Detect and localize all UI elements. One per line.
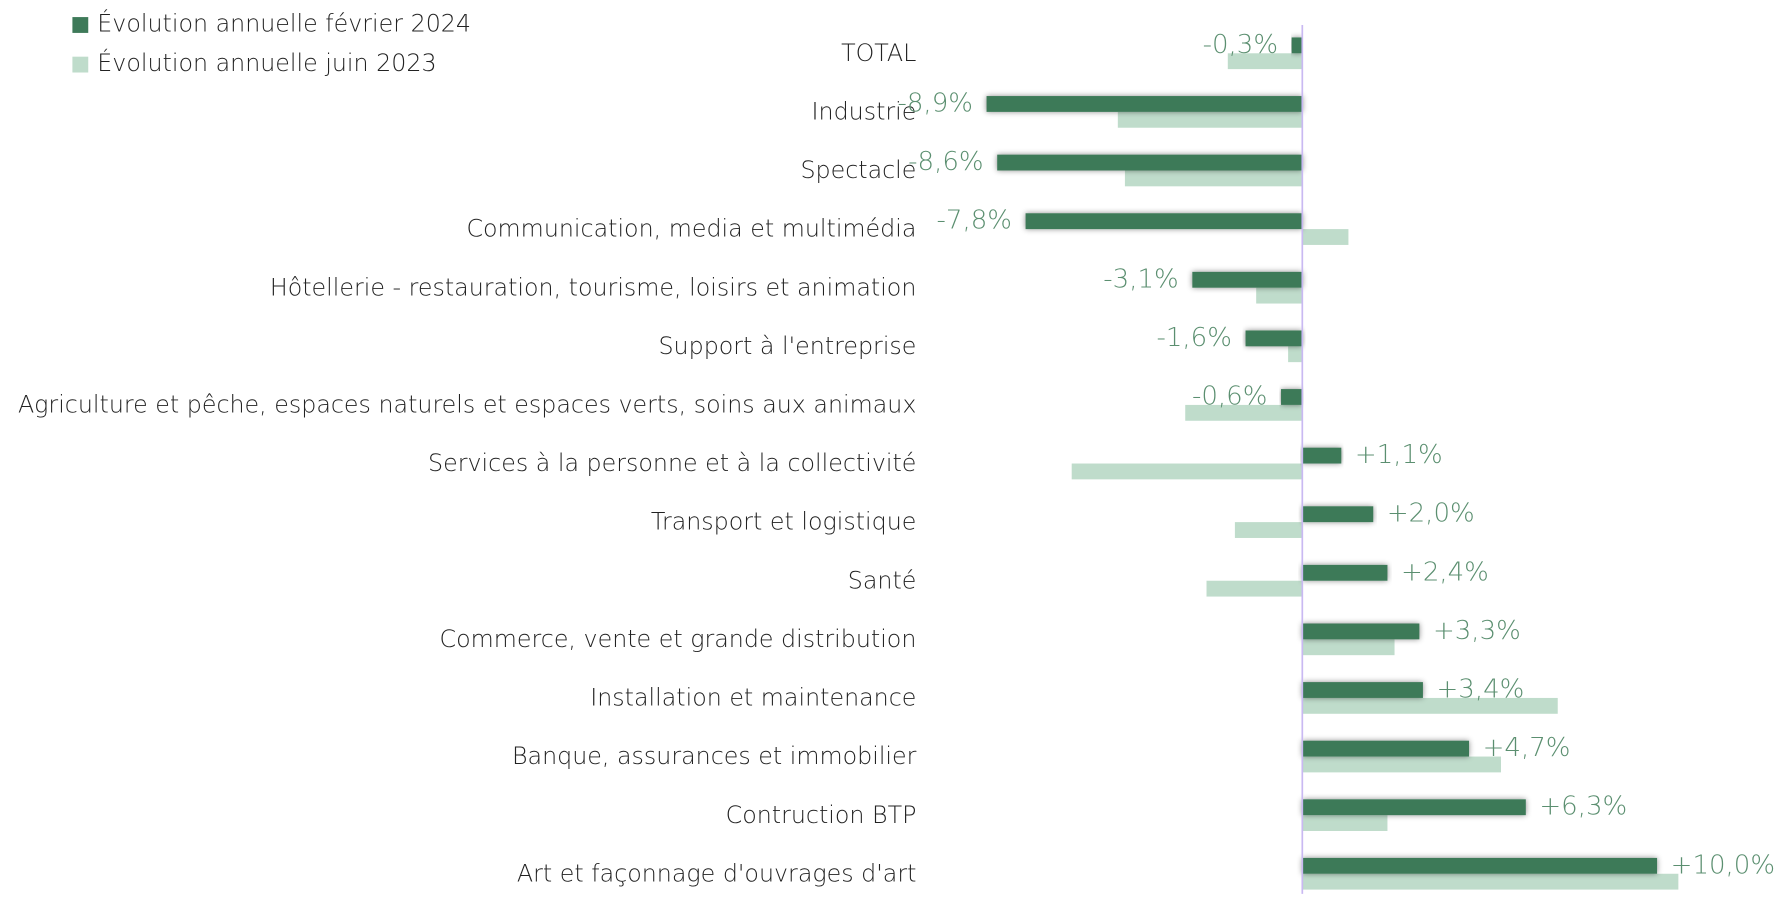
legend-swatch bbox=[72, 17, 89, 33]
bar bbox=[1302, 623, 1420, 640]
value-label: +2,4% bbox=[1401, 557, 1489, 587]
bar bbox=[1302, 799, 1526, 816]
category-label: Commerce, vente et grande distribution bbox=[440, 625, 917, 653]
category-label: TOTAL bbox=[841, 39, 916, 67]
bar bbox=[1302, 873, 1679, 890]
value-label: +4,7% bbox=[1483, 733, 1571, 763]
bar bbox=[1281, 389, 1303, 405]
category-label: Banque, assurances et immobilier bbox=[512, 742, 917, 770]
legend-label: Évolution annuelle juin 2023 bbox=[97, 49, 436, 77]
bar bbox=[1302, 756, 1501, 773]
bar bbox=[1245, 330, 1303, 347]
legend-swatch bbox=[72, 56, 89, 73]
bar bbox=[997, 154, 1303, 171]
category-label: Services à la personne et à la collectiv… bbox=[428, 449, 916, 477]
value-label: -8,9% bbox=[897, 88, 972, 118]
category-label: Support à l'entreprise bbox=[658, 332, 916, 360]
category-label: Santé bbox=[848, 566, 917, 594]
value-label: +6,3% bbox=[1539, 792, 1627, 822]
value-label: +1,1% bbox=[1355, 440, 1443, 470]
bar bbox=[1288, 346, 1303, 363]
bar bbox=[1302, 697, 1558, 714]
value-label: +10,0% bbox=[1671, 850, 1774, 880]
bar bbox=[1234, 522, 1303, 538]
value-label: +3,4% bbox=[1437, 675, 1525, 705]
category-label: Hôtellerie - restauration, tourisme, loi… bbox=[270, 273, 917, 301]
legend-label: Évolution annuelle février 2024 bbox=[97, 9, 471, 37]
bar bbox=[1227, 53, 1303, 70]
value-label: -3,1% bbox=[1103, 264, 1178, 294]
bar bbox=[1291, 37, 1303, 54]
category-label: Transport et logistique bbox=[651, 508, 916, 536]
category-label: Art et façonnage d'ouvrages d'art bbox=[517, 859, 917, 887]
bar bbox=[1302, 639, 1395, 656]
bar bbox=[1192, 271, 1303, 288]
bar bbox=[1185, 404, 1303, 421]
category-label: Industrie bbox=[812, 98, 917, 126]
bar bbox=[986, 96, 1303, 112]
value-label: -0,3% bbox=[1203, 30, 1278, 60]
value-label: -8,6% bbox=[908, 147, 983, 177]
bar bbox=[1302, 229, 1349, 245]
category-label: Communication, media et multimédia bbox=[466, 215, 916, 243]
bar bbox=[1302, 682, 1423, 698]
bar bbox=[1256, 287, 1303, 304]
value-label: -1,6% bbox=[1156, 323, 1231, 353]
bar bbox=[1071, 463, 1303, 480]
bar bbox=[1302, 740, 1470, 757]
category-label: Installation et maintenance bbox=[590, 684, 916, 712]
value-label: -7,8% bbox=[937, 206, 1012, 236]
bar bbox=[1124, 170, 1303, 187]
bar bbox=[1302, 815, 1388, 831]
bar bbox=[1025, 213, 1303, 230]
bar bbox=[1117, 111, 1303, 128]
value-label: +3,3% bbox=[1433, 616, 1521, 646]
bar bbox=[1206, 580, 1303, 597]
bar bbox=[1302, 506, 1374, 523]
bar bbox=[1302, 447, 1342, 464]
category-label: Contruction BTP bbox=[726, 801, 917, 829]
value-label: +2,0% bbox=[1387, 499, 1475, 529]
bar bbox=[1302, 564, 1388, 581]
category-label: Agriculture et pêche, espaces naturels e… bbox=[18, 391, 916, 419]
value-label: -0,6% bbox=[1192, 381, 1267, 411]
category-label: Spectacle bbox=[800, 156, 916, 184]
bar bbox=[1302, 857, 1658, 874]
